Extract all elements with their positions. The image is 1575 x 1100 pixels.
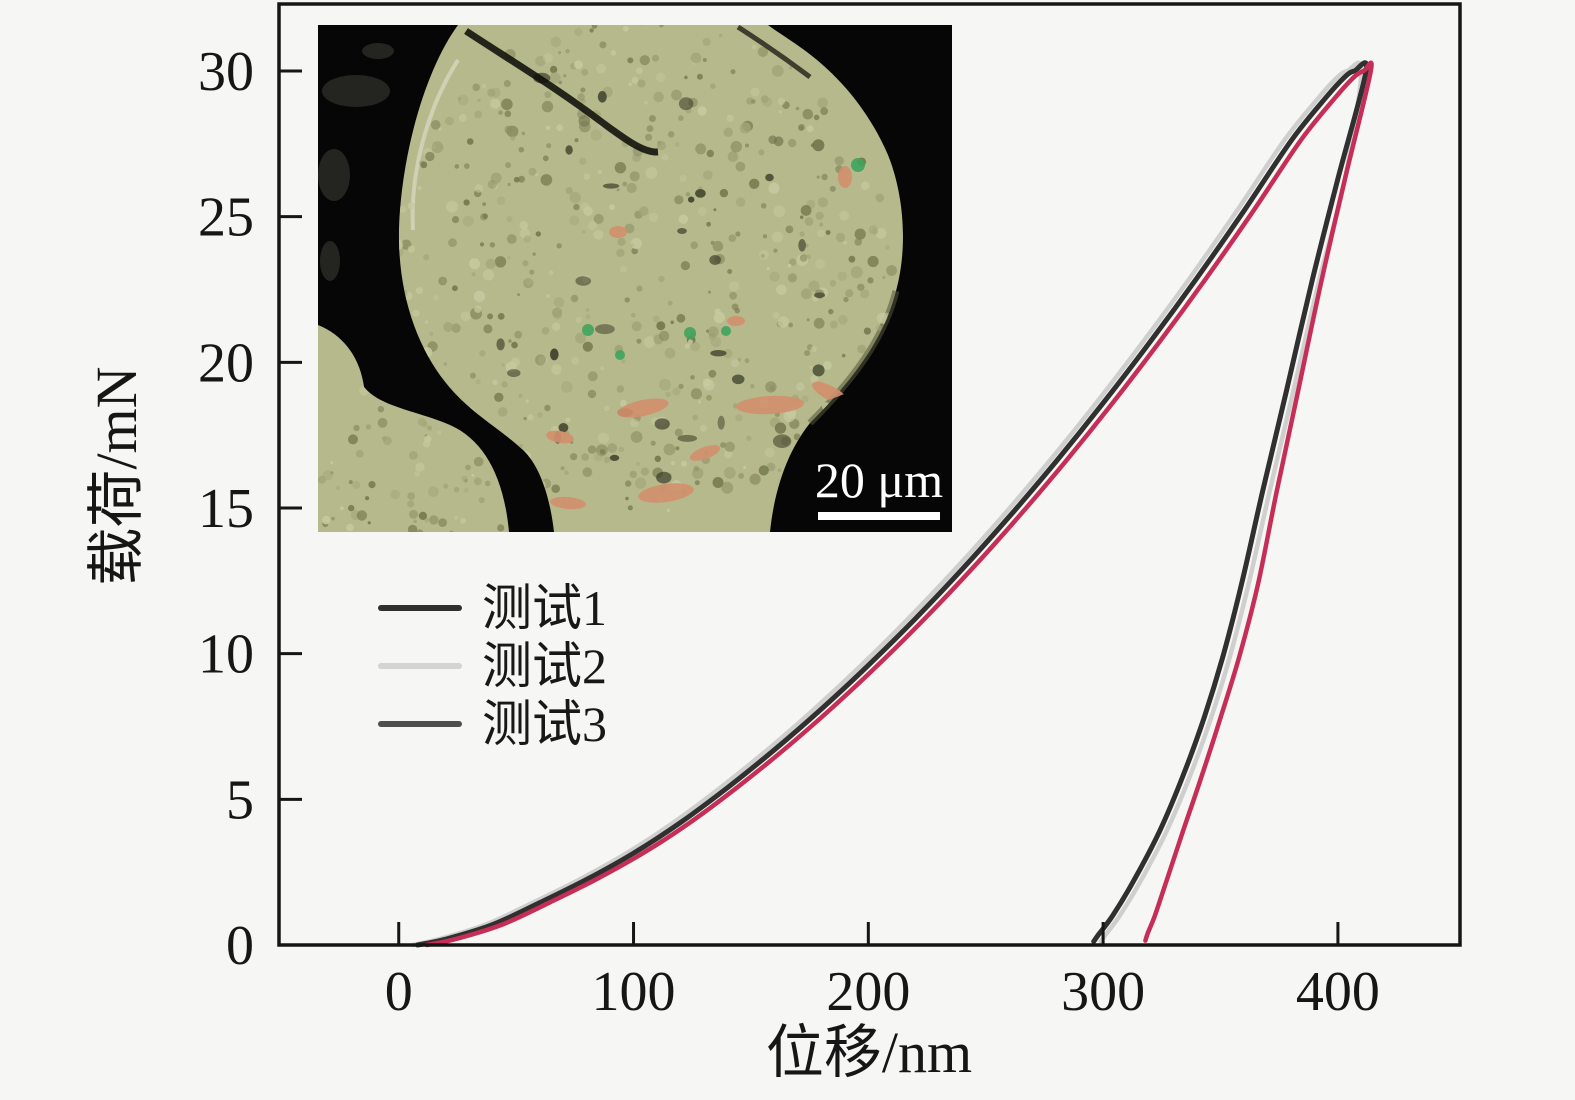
salmon-inclusion [638,483,694,503]
pore [575,276,591,286]
pore [812,364,825,377]
legend-swatch-test1 [378,605,462,611]
legend-item: 测试2 [378,638,607,694]
green-spot [851,158,865,172]
pore [558,423,569,433]
pore [814,292,826,299]
y-axis-tick-label: 20 [198,332,254,394]
x-axis-tick-label: 100 [592,961,676,1023]
pore [507,369,521,378]
salmon-inclusion [838,166,852,188]
x-axis-tick-label: 0 [385,961,413,1023]
legend-label-test2: 测试2 [482,638,607,694]
y-axis-tick-label: 25 [198,187,254,249]
x-axis-tick-label: 300 [1061,961,1145,1023]
pore [565,145,573,155]
background-wisp [318,149,350,201]
particle-texture [398,25,897,513]
legend-label-test3: 测试3 [482,696,607,752]
plot-frame [277,2,1462,947]
background-wisp [322,75,390,107]
pore [678,97,694,111]
pore [695,189,706,198]
inset-micrograph: 20 μm [318,25,952,532]
pore [602,183,620,189]
x-axis-label: 位移/nm [766,1020,972,1085]
green-spot [684,327,696,339]
salmon-inclusion [609,226,627,238]
salmon-inclusion [546,430,574,444]
pore [709,255,721,265]
pore [656,471,672,484]
salmon-inclusion [550,496,586,510]
legend-item: 测试1 [378,580,607,636]
pore [688,196,695,203]
pore [677,434,698,442]
salmon-inclusion [689,445,721,461]
pore [772,434,792,449]
scale-bar [818,512,940,520]
green-spot [582,324,594,336]
pore [597,91,607,103]
legend: 测试1 测试2 测试3 [378,580,607,752]
pore [496,338,505,351]
pore [550,348,559,361]
series-line-测试1 [415,60,1370,948]
crack [736,25,812,80]
green-spot [721,326,731,336]
green-spot [615,350,625,360]
y-axis-tick-label: 0 [226,915,254,977]
pore [798,239,806,252]
crack [464,28,659,156]
legend-label-test1: 测试1 [482,580,607,636]
x-axis-tick-label: 400 [1296,961,1380,1023]
legend-swatch-test3 [378,721,462,727]
pore [710,350,727,357]
pore [765,173,774,182]
pore [609,454,620,461]
scale-bar-label: 20 μm [815,452,943,508]
x-axis-tick-label: 200 [826,961,910,1023]
particle-rim-highlight [410,58,460,231]
salmon-inclusion [727,316,745,326]
legend-item: 测试3 [378,696,607,752]
y-axis-tick-label: 30 [198,41,254,103]
background-wisp [320,241,340,281]
pore [717,415,725,430]
y-axis-tick-label: 15 [198,478,254,540]
salmon-inclusion [617,398,669,418]
pore [595,324,615,335]
salmon-inclusion [736,395,804,415]
y-axis-tick-label: 5 [226,769,254,831]
series-line-测试3 [424,60,1374,948]
pore [731,374,745,385]
y-axis-label: 载荷/mN [84,366,149,585]
particle-secondary [318,325,509,532]
legend-swatch-test2 [378,663,462,669]
pore [654,418,670,430]
background-wisp [362,43,394,59]
y-axis-tick-label: 10 [198,624,254,686]
pore [677,228,687,234]
series-line-测试2 [410,60,1364,948]
